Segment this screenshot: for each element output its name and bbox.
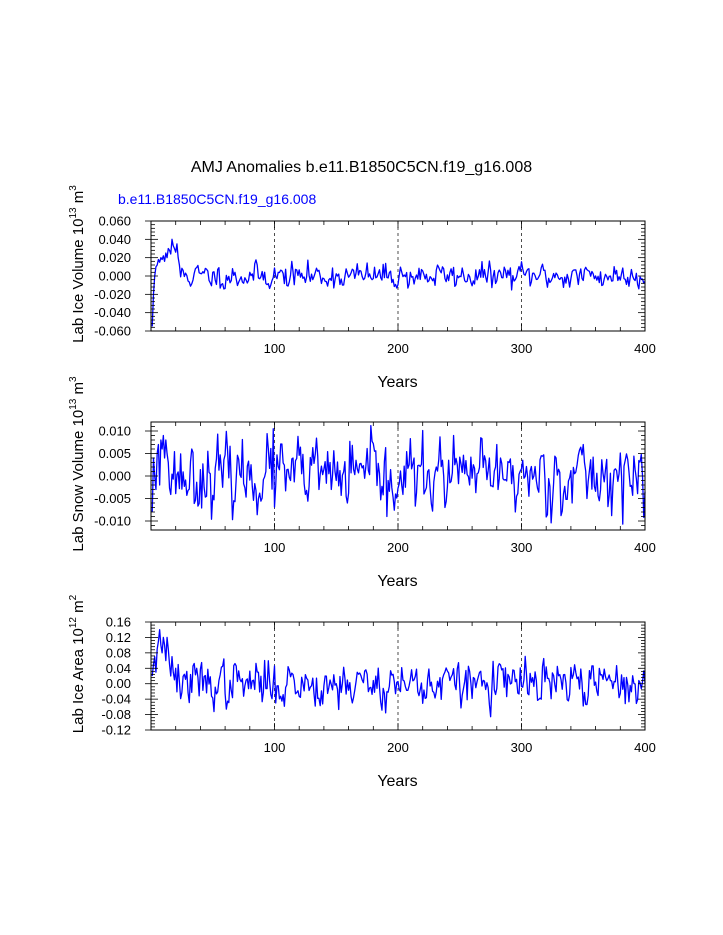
y-axis-label: Lab Ice Area 1012 m2: [68, 594, 87, 733]
panel-2: 100 200 300 400 -0.010 -0.005 0.000 0.005 0.010 Y…: [68, 376, 656, 590]
x-tick-label: 300: [511, 341, 533, 356]
series-line: [151, 629, 646, 718]
case-label: b.e11.B1850C5CN.f19_g16.008: [118, 191, 316, 207]
x-tick-label: 200: [387, 540, 409, 555]
y-tick-label: 0.00: [106, 676, 131, 691]
y-tick-label: 0.060: [98, 214, 131, 229]
y-tick-label: -0.12: [101, 723, 131, 738]
x-tick-label: 300: [511, 740, 533, 755]
y-tick-label: -0.04: [101, 692, 131, 707]
x-tick-label: 400: [634, 341, 656, 356]
x-tick-label: 400: [634, 740, 656, 755]
x-axis-label: Years: [377, 573, 417, 590]
series-line: [151, 238, 646, 327]
x-tick-label: 300: [511, 540, 533, 555]
y-tick-label: -0.08: [101, 707, 131, 722]
panel-1: 100 200 300 400 -0.060 -0.040 -0.020 0.000 0.020…: [68, 185, 656, 391]
x-tick-label: 100: [264, 341, 286, 356]
y-tick-label: -0.010: [94, 514, 131, 529]
y-tick-label: -0.020: [94, 287, 131, 302]
x-tick-label: 400: [634, 540, 656, 555]
y-axis-label: Lab Ice Volume 1013 m3: [68, 185, 87, 343]
x-axis-label: Years: [377, 374, 417, 391]
y-tick-label: 0.040: [98, 232, 131, 247]
y-tick-label: 0.04: [106, 661, 131, 676]
figure-title: AMJ Anomalies b.e11.B1850C5CN.f19_g16.00…: [191, 159, 532, 176]
y-tick-label: 0.000: [98, 469, 131, 484]
y-tick-label: 0.005: [98, 446, 131, 461]
x-tick-label: 100: [264, 740, 286, 755]
x-axis-label: Years: [377, 773, 417, 790]
y-tick-label: 0.08: [106, 645, 131, 660]
y-tick-label: 0.010: [98, 424, 131, 439]
y-tick-label: 0.020: [98, 250, 131, 265]
x-tick-label: 200: [387, 341, 409, 356]
y-tick-label: -0.005: [94, 491, 131, 506]
x-tick-label: 100: [264, 540, 286, 555]
x-tick-label: 200: [387, 740, 409, 755]
series-line: [151, 424, 646, 525]
panel-3: 100 200 300 400-0.12-0.08-0.040.000.040.080…: [68, 594, 656, 790]
y-tick-label: -0.040: [94, 305, 131, 320]
y-tick-label: -0.060: [94, 324, 131, 339]
y-tick-label: 0.12: [106, 630, 131, 645]
y-tick-label: 0.000: [98, 269, 131, 284]
y-tick-label: 0.16: [106, 615, 131, 630]
y-axis-label: Lab Snow Volume 1013 m3: [68, 376, 87, 552]
